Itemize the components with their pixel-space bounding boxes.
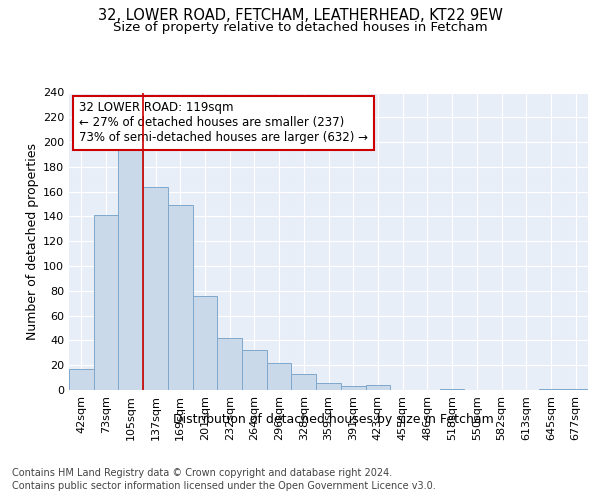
Bar: [193, 296, 217, 390]
Bar: [267, 362, 292, 390]
Text: Contains HM Land Registry data © Crown copyright and database right 2024.: Contains HM Land Registry data © Crown c…: [12, 468, 392, 477]
Bar: [563, 389, 588, 390]
Text: 32 LOWER ROAD: 119sqm
← 27% of detached houses are smaller (237)
73% of semi-det: 32 LOWER ROAD: 119sqm ← 27% of detached …: [79, 102, 368, 144]
Bar: [292, 374, 316, 390]
Bar: [365, 385, 390, 390]
Bar: [440, 389, 464, 390]
Bar: [168, 206, 193, 390]
Y-axis label: Number of detached properties: Number of detached properties: [26, 143, 39, 340]
Bar: [118, 142, 143, 390]
Bar: [341, 386, 365, 390]
Bar: [242, 350, 267, 390]
Bar: [69, 369, 94, 390]
Text: 32, LOWER ROAD, FETCHAM, LEATHERHEAD, KT22 9EW: 32, LOWER ROAD, FETCHAM, LEATHERHEAD, KT…: [98, 8, 502, 22]
Bar: [316, 382, 341, 390]
Text: Size of property relative to detached houses in Fetcham: Size of property relative to detached ho…: [113, 21, 487, 34]
Text: Distribution of detached houses by size in Fetcham: Distribution of detached houses by size …: [173, 412, 493, 426]
Bar: [539, 389, 563, 390]
Text: Contains public sector information licensed under the Open Government Licence v3: Contains public sector information licen…: [12, 481, 436, 491]
Bar: [217, 338, 242, 390]
Bar: [143, 186, 168, 390]
Bar: [94, 215, 118, 390]
